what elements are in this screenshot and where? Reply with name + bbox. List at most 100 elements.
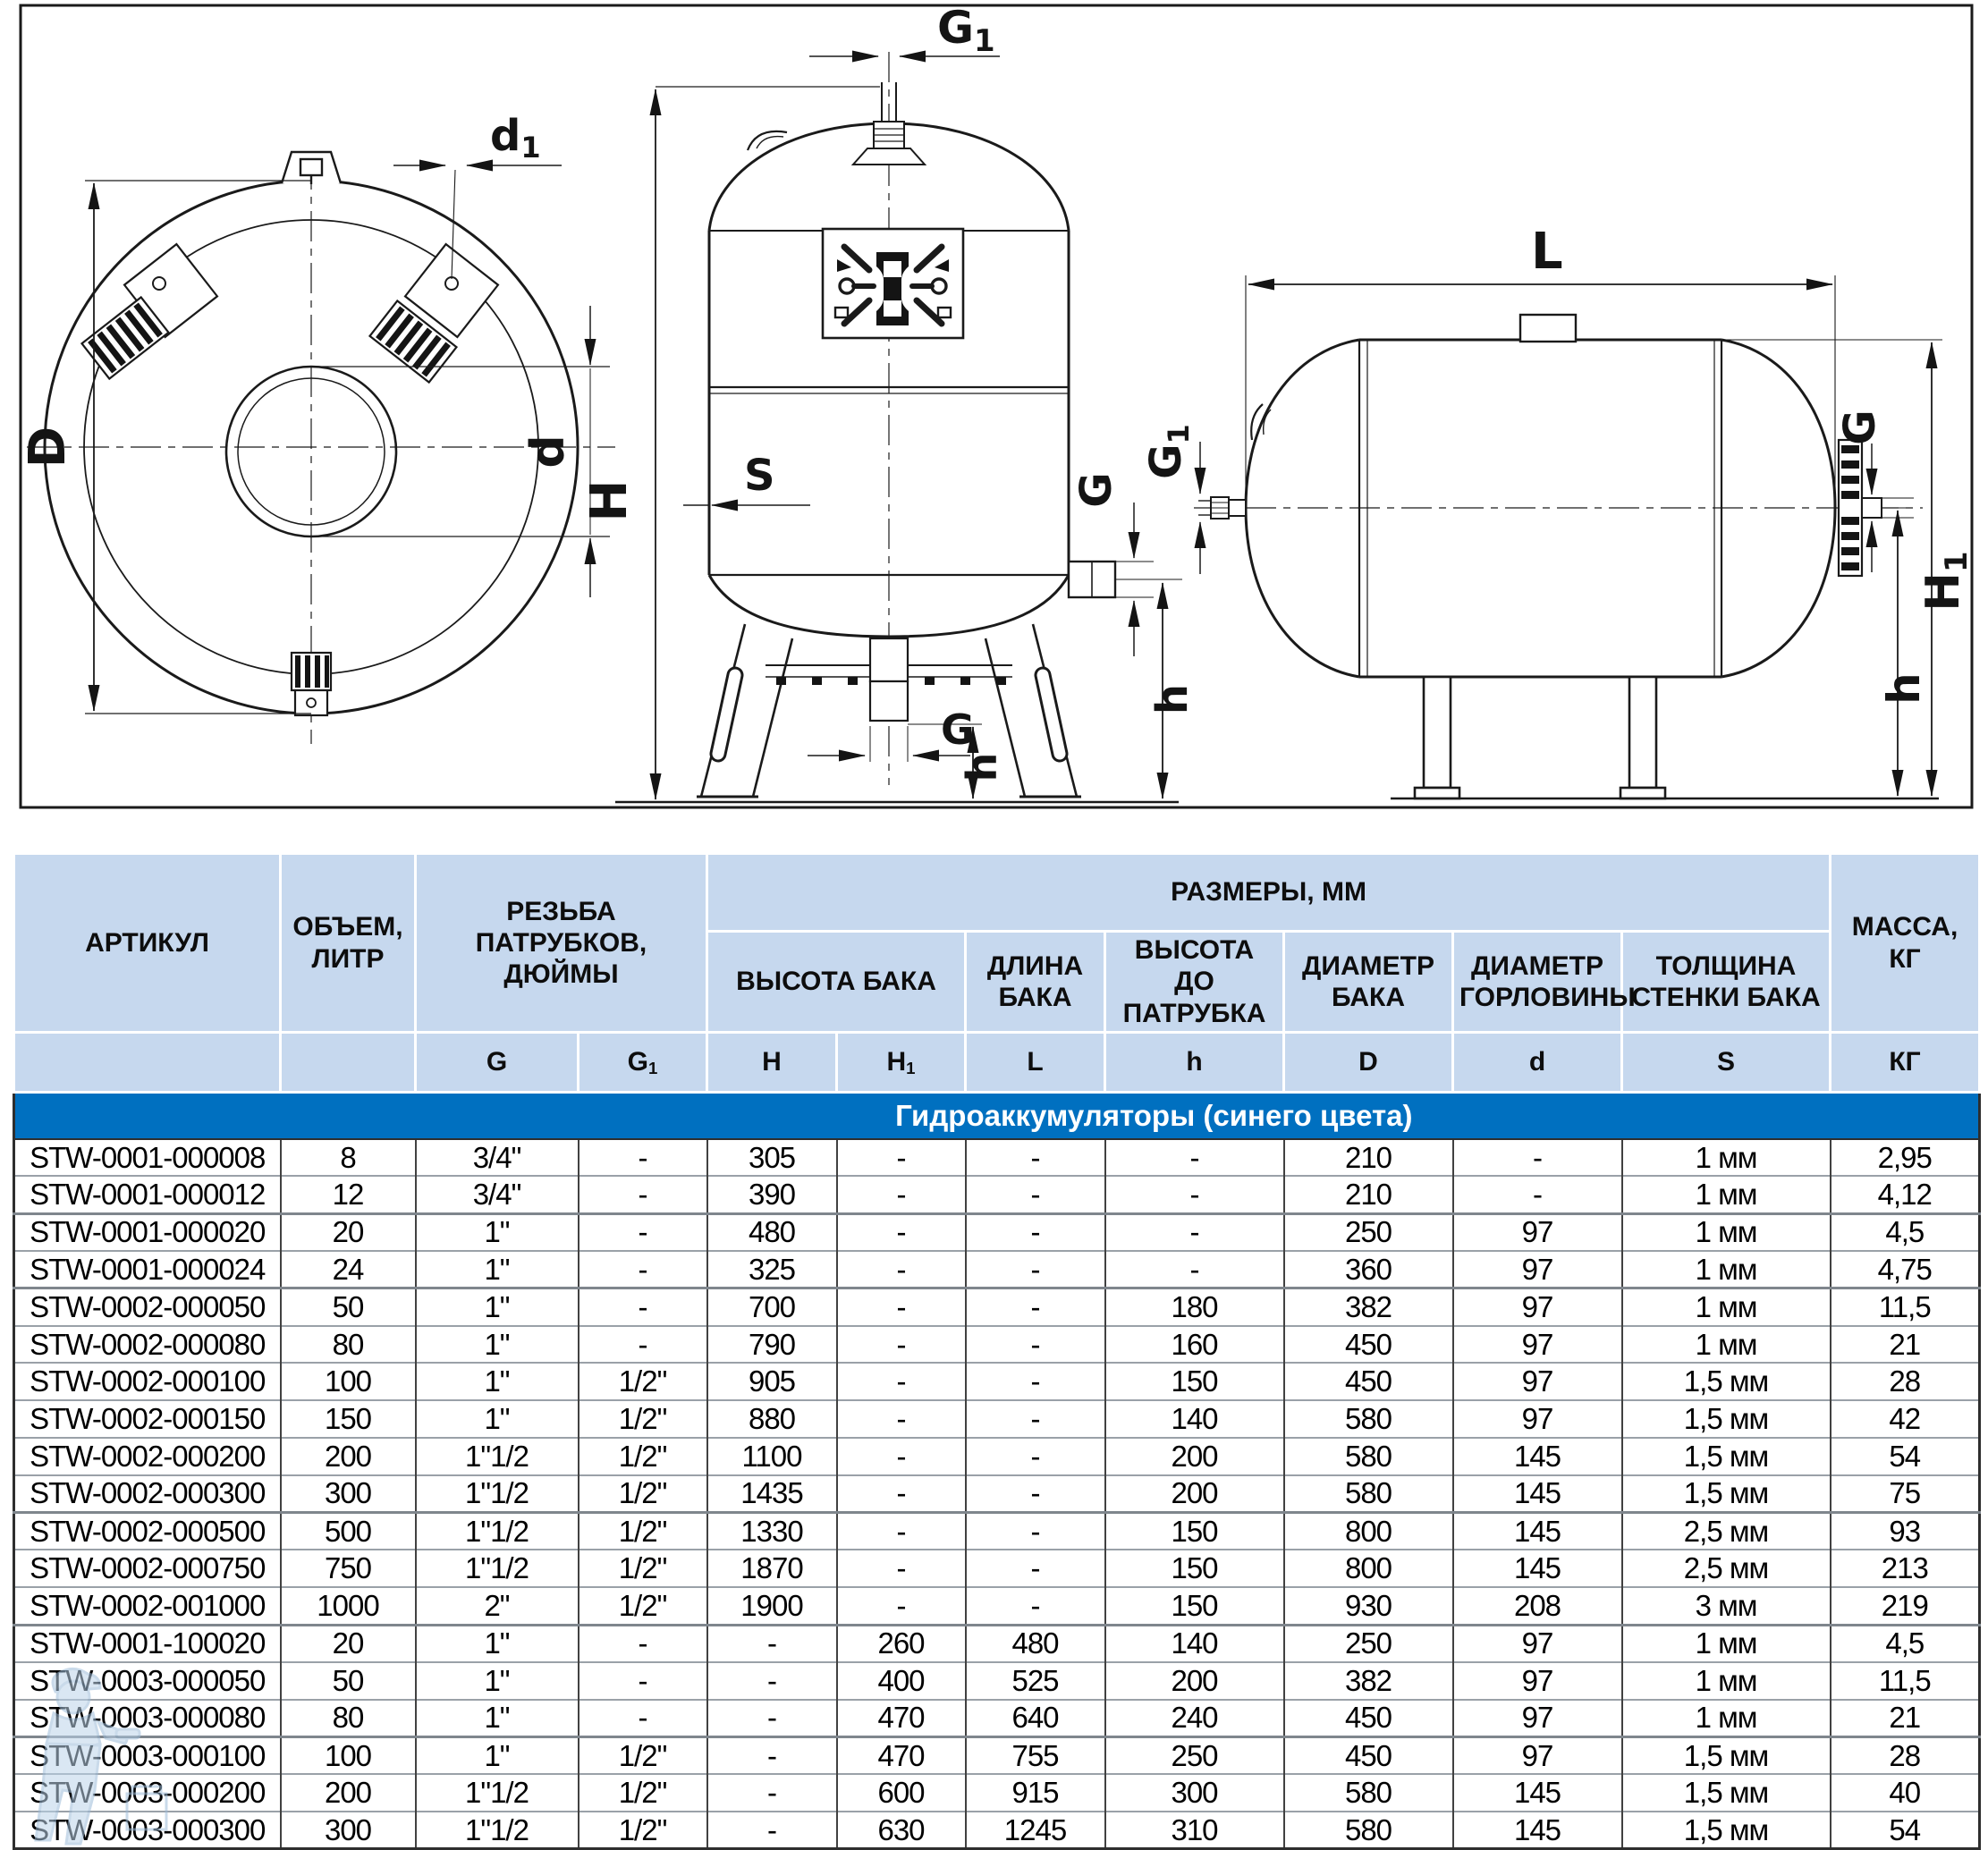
cell-value: 450 bbox=[1282, 1324, 1454, 1364]
table-row-STW-0003-000100: STW-0003-000100 100 1" 1/2" -470 755 250 450 97 1… bbox=[13, 1735, 1981, 1775]
letter-header-empty bbox=[13, 1031, 282, 1094]
cell-article: STW-0003-000300 bbox=[13, 1811, 282, 1849]
col-header-article: АРТИКУЛ bbox=[13, 851, 282, 1035]
cell-value: 1" bbox=[414, 1212, 579, 1252]
cell-value: - bbox=[835, 1287, 967, 1326]
cell-value: 1"1/2 bbox=[414, 1773, 579, 1812]
cell-value: 200 bbox=[279, 1437, 417, 1475]
cell-value: 2,5 мм bbox=[1620, 1549, 1831, 1588]
cell-value: 300 bbox=[279, 1811, 417, 1849]
cell-value: 580 bbox=[1282, 1399, 1454, 1439]
cell-article: STW-0002-000150 bbox=[13, 1399, 282, 1439]
cell-value: 1100 bbox=[706, 1437, 838, 1475]
cell-value: - bbox=[577, 1175, 708, 1214]
dim-label-d1: d1 bbox=[490, 111, 541, 165]
cell-value: 1,5 мм bbox=[1620, 1399, 1831, 1439]
table-row-STW-0002-000050: STW-0002-000050 50 1" -700- -180 382 97 1 мм 11,… bbox=[13, 1287, 1981, 1326]
cell-article: STW-0002-000750 bbox=[13, 1549, 282, 1588]
cell-value: 930 bbox=[1282, 1586, 1454, 1626]
cell-value: - bbox=[835, 1137, 967, 1177]
spec-table: АРТИКУЛ ОБЪЕМ, ЛИТР РЕЗЬБА ПАТРУБКОВ, ДЮ… bbox=[13, 851, 1982, 1850]
cell-value: 1870 bbox=[706, 1549, 838, 1588]
cell-value: 480 bbox=[706, 1212, 838, 1252]
cell-value: - bbox=[964, 1362, 1106, 1401]
cell-value: 1435 bbox=[706, 1474, 838, 1513]
cell-value: 1/2" bbox=[577, 1511, 708, 1550]
cell-value: 300 bbox=[279, 1474, 417, 1513]
vertical-tank-view bbox=[615, 50, 1182, 804]
cell-value: 2,5 мм bbox=[1620, 1511, 1831, 1550]
cell-value: - bbox=[964, 1175, 1106, 1214]
cell-value: - bbox=[1104, 1250, 1285, 1288]
cell-value: 4,12 bbox=[1829, 1175, 1981, 1214]
table-row-STW-0001-100020: STW-0001-100020 20 1" - -260 480 140 250 97 1 мм 4… bbox=[13, 1623, 1981, 1662]
cell-value: - bbox=[1451, 1175, 1623, 1214]
cell-value: 4,5 bbox=[1829, 1212, 1981, 1252]
cell-value: - bbox=[1451, 1137, 1623, 1177]
cell-value: - bbox=[964, 1399, 1106, 1439]
table-row-STW-0003-000200: STW-0003-000200 200 1"1/2 1/2" -600 915 300 580… bbox=[13, 1773, 1981, 1812]
cell-value: 580 bbox=[1282, 1437, 1454, 1475]
cell-value: 97 bbox=[1451, 1623, 1623, 1662]
col-header-tank-length: ДЛИНА БАКА bbox=[964, 929, 1106, 1035]
cell-value: 1" bbox=[414, 1287, 579, 1326]
table-row-STW-0002-000150: STW-0002-000150 150 1" 1/2" 880- -140 580 97 1,5… bbox=[13, 1399, 1981, 1439]
cell-value: 300 bbox=[1104, 1773, 1285, 1812]
cell-value: - bbox=[706, 1660, 838, 1700]
cell-value: 1"1/2 bbox=[414, 1549, 579, 1588]
cell-value: 1/2" bbox=[577, 1549, 708, 1588]
cell-article: STW-0002-000050 bbox=[13, 1287, 282, 1326]
cell-value: 755 bbox=[964, 1735, 1106, 1775]
cell-value: 260 bbox=[835, 1623, 967, 1662]
cell-value: 4,5 bbox=[1829, 1623, 1981, 1662]
nameplate bbox=[821, 227, 965, 340]
cell-value: 1 мм bbox=[1620, 1324, 1831, 1364]
cell-value: 1/2" bbox=[577, 1437, 708, 1475]
left-bracket bbox=[80, 242, 219, 381]
cell-value: 150 bbox=[279, 1399, 417, 1439]
cell-value: 450 bbox=[1282, 1735, 1454, 1775]
cell-value: 97 bbox=[1451, 1698, 1623, 1737]
cell-value: 97 bbox=[1451, 1660, 1623, 1700]
cell-value: 21 bbox=[1829, 1698, 1981, 1737]
cell-value: 1" bbox=[414, 1623, 579, 1662]
cell-article: STW-0002-000500 bbox=[13, 1511, 282, 1550]
cell-value: 219 bbox=[1829, 1586, 1981, 1626]
cell-value: 580 bbox=[1282, 1811, 1454, 1849]
cell-value: 1 мм bbox=[1620, 1175, 1831, 1214]
cell-value: 80 bbox=[279, 1324, 417, 1364]
cell-value: - bbox=[964, 1549, 1106, 1588]
cell-value: 145 bbox=[1451, 1773, 1623, 1812]
cell-value: 450 bbox=[1282, 1362, 1454, 1401]
letter-header-G1: G1 bbox=[577, 1031, 708, 1094]
cell-value: 325 bbox=[706, 1250, 838, 1288]
table-row-STW-0001-000020: STW-0001-000020 20 1" -480- - -250 97 1 мм 4,5 bbox=[13, 1212, 1981, 1252]
cell-value: 145 bbox=[1451, 1811, 1623, 1849]
cell-value: 450 bbox=[1282, 1698, 1454, 1737]
cell-value: - bbox=[1104, 1212, 1285, 1252]
cell-value: 790 bbox=[706, 1324, 838, 1364]
cell-value: 1" bbox=[414, 1324, 579, 1364]
cell-value: 1/2" bbox=[577, 1362, 708, 1401]
cell-value: 1 мм bbox=[1620, 1660, 1831, 1700]
cell-value: 250 bbox=[1104, 1735, 1285, 1775]
cell-value: 20 bbox=[279, 1212, 417, 1252]
cell-value: 50 bbox=[279, 1660, 417, 1700]
cell-value: 1"1/2 bbox=[414, 1511, 579, 1550]
cell-value: 640 bbox=[964, 1698, 1106, 1737]
cell-value: - bbox=[577, 1287, 708, 1326]
cell-value: 630 bbox=[835, 1811, 967, 1849]
cell-value: 54 bbox=[1829, 1811, 1981, 1849]
cell-value: - bbox=[964, 1586, 1106, 1626]
cell-value: 97 bbox=[1451, 1250, 1623, 1288]
letter-header-L: L bbox=[964, 1031, 1106, 1094]
cell-value: 97 bbox=[1451, 1287, 1623, 1326]
cell-value: 1 мм bbox=[1620, 1250, 1831, 1288]
cell-value: 700 bbox=[706, 1287, 838, 1326]
cell-value: 750 bbox=[279, 1549, 417, 1588]
cell-value: 97 bbox=[1451, 1735, 1623, 1775]
dim-label-d: d bbox=[521, 435, 575, 468]
letter-header-КГ: КГ bbox=[1829, 1031, 1982, 1094]
col-header-neck-diameter: ДИАМЕТР ГОРЛОВИНЫ bbox=[1451, 929, 1636, 1035]
cell-value: 97 bbox=[1451, 1362, 1623, 1401]
